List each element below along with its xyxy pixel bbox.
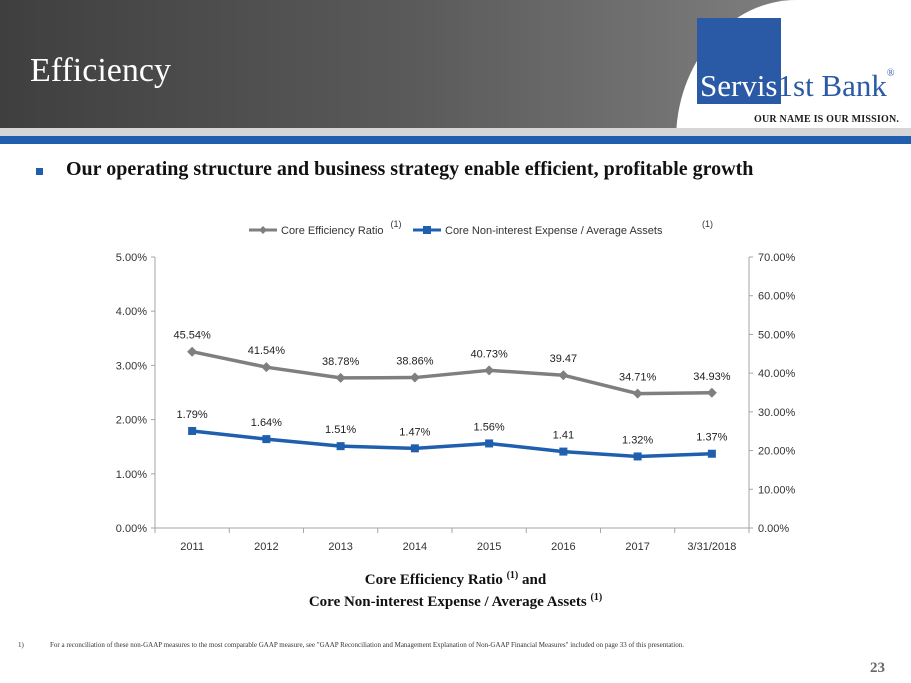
expense-ratio-point xyxy=(262,435,271,444)
expense-ratio-point xyxy=(336,442,345,451)
x-tick-label: 2012 xyxy=(254,541,278,553)
expense-ratio-point xyxy=(485,439,494,448)
logo-tagline: OUR NAME IS OUR MISSION. xyxy=(754,114,900,125)
expense-ratio-data-label: 1.41 xyxy=(553,430,574,442)
expense-ratio-point xyxy=(410,444,419,453)
legend-label: Core Non-interest Expense / Average Asse… xyxy=(445,225,663,237)
left-tick-label: 2.00% xyxy=(116,415,147,427)
x-tick-label: 2014 xyxy=(403,541,427,553)
caption-line1-note: (1) xyxy=(506,570,519,581)
left-tick-label: 1.00% xyxy=(116,469,147,481)
expense-ratio-point xyxy=(707,449,716,458)
efficiency-ratio-point xyxy=(409,372,420,383)
footnote: 1) For a reconciliation of these non-GAAP… xyxy=(18,641,684,649)
legend-label: Core Efficiency Ratio xyxy=(281,225,384,237)
efficiency-ratio-point xyxy=(632,388,643,399)
right-tick-label: 30.00% xyxy=(758,407,796,419)
x-tick-label: 3/31/2018 xyxy=(687,541,736,553)
page-title: Efficiency xyxy=(30,52,171,89)
legend-marker-square xyxy=(423,226,431,234)
footnote-number: 1) xyxy=(18,641,24,649)
efficiency-ratio-point xyxy=(706,387,717,398)
right-tick-label: 40.00% xyxy=(758,368,796,380)
bullet-square-icon xyxy=(36,168,43,175)
chart-caption-line2: Core Non-interest Expense / Average Asse… xyxy=(0,592,911,611)
caption-line2-text: Core Non-interest Expense / Average Asse… xyxy=(308,594,587,610)
expense-ratio-point xyxy=(559,447,568,456)
page-number: 23 xyxy=(870,660,885,676)
efficiency-ratio-data-label: 41.54% xyxy=(248,345,286,357)
expense-ratio-data-label: 1.32% xyxy=(622,434,653,446)
legend-marker-diamond xyxy=(259,226,267,234)
x-tick-label: 2016 xyxy=(551,541,575,553)
efficiency-ratio-point xyxy=(558,370,569,381)
headline: Our operating structure and business str… xyxy=(66,158,754,180)
left-tick-label: 3.00% xyxy=(116,360,147,372)
efficiency-ratio-data-label: 38.86% xyxy=(396,356,434,368)
right-tick-label: 70.00% xyxy=(758,252,796,264)
right-tick-label: 0.00% xyxy=(758,523,789,535)
right-tick-label: 60.00% xyxy=(758,291,796,303)
efficiency-ratio-point xyxy=(335,372,346,383)
efficiency-ratio-point xyxy=(261,362,272,373)
efficiency-ratio-data-label: 39.47 xyxy=(550,353,578,365)
series-line-efficiency-ratio xyxy=(191,349,712,396)
efficiency-ratio-point xyxy=(187,346,198,357)
expense-ratio-data-label: 1.37% xyxy=(696,432,727,444)
expense-ratio-data-label: 1.79% xyxy=(177,409,208,421)
caption-line1-text: Core Efficiency Ratio xyxy=(364,572,503,588)
efficiency-ratio-point xyxy=(484,365,495,376)
header-divider-gray xyxy=(0,128,911,136)
efficiency-ratio-data-label: 34.93% xyxy=(693,371,731,383)
bank-logo: Servis1st Bank® xyxy=(700,68,894,104)
legend-note: (1) xyxy=(702,219,713,229)
x-tick-label: 2017 xyxy=(625,541,649,553)
logo-name-part1: Servis xyxy=(700,68,778,103)
expense-ratio-data-label: 1.56% xyxy=(474,421,505,433)
efficiency-ratio-data-label: 40.73% xyxy=(470,348,508,360)
x-tick-label: 2013 xyxy=(328,541,352,553)
expense-ratio-data-label: 1.51% xyxy=(325,424,356,436)
efficiency-ratio-data-label: 38.78% xyxy=(322,356,360,368)
x-tick-label: 2011 xyxy=(180,541,204,553)
series-line-expense-ratio xyxy=(191,429,712,459)
logo-name-part2: 1st Bank xyxy=(777,68,887,103)
expense-ratio-data-label: 1.47% xyxy=(399,426,430,438)
logo-box xyxy=(697,18,781,104)
chart-caption-line1: Core Efficiency Ratio (1) and xyxy=(0,570,911,589)
header-divider-blue xyxy=(0,136,911,144)
right-tick-label: 50.00% xyxy=(758,329,796,341)
left-tick-label: 5.00% xyxy=(116,252,147,264)
logo-registered: ® xyxy=(886,68,895,79)
legend-note: (1) xyxy=(391,219,402,229)
efficiency-ratio-data-label: 34.71% xyxy=(619,372,657,384)
caption-line1-after: and xyxy=(522,572,547,588)
left-tick-label: 0.00% xyxy=(116,523,147,535)
right-tick-label: 20.00% xyxy=(758,446,796,458)
right-tick-label: 10.00% xyxy=(758,484,796,496)
footnote-text: For a reconciliation of these non-GAAP m… xyxy=(50,641,684,649)
efficiency-ratio-data-label: 45.54% xyxy=(173,330,211,342)
left-tick-label: 4.00% xyxy=(116,306,147,318)
x-tick-label: 2015 xyxy=(477,541,501,553)
expense-ratio-point xyxy=(633,452,642,461)
caption-line2-note: (1) xyxy=(590,592,603,603)
expense-ratio-data-label: 1.64% xyxy=(251,417,282,429)
expense-ratio-point xyxy=(188,426,197,435)
